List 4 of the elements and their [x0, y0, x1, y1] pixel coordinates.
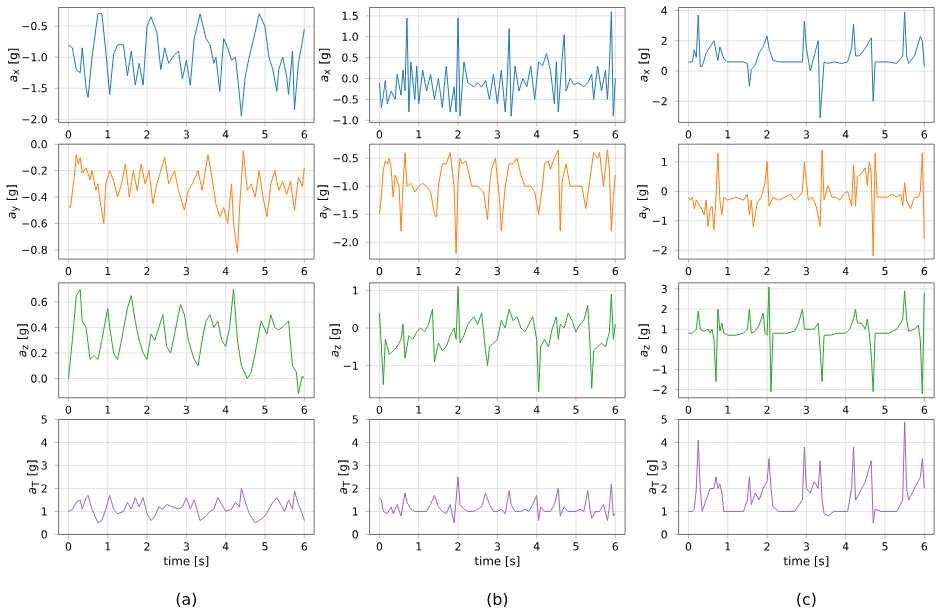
line-series [67, 150, 305, 254]
line-series [67, 288, 305, 395]
line-series [378, 11, 616, 117]
line-series [67, 13, 305, 117]
